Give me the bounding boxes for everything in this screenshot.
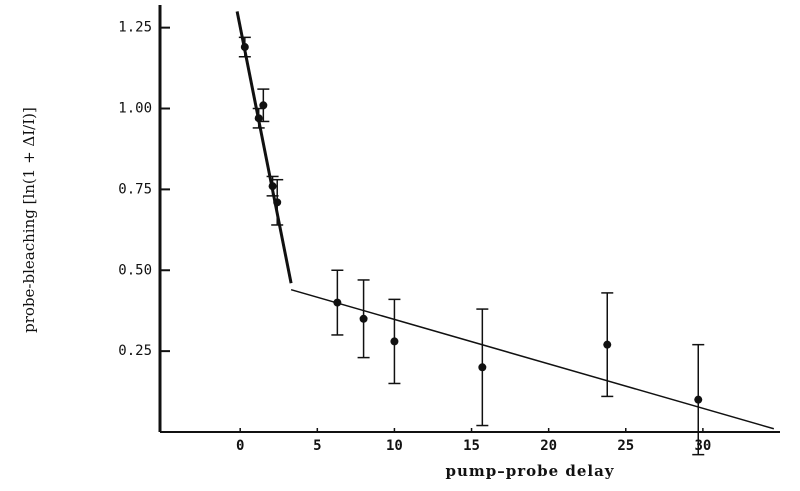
- data-point: [390, 337, 399, 346]
- data-point: [359, 314, 368, 323]
- y-tick-label: 0.50: [118, 262, 152, 278]
- data-point: [268, 182, 277, 191]
- y-axis-label: probe-bleaching [ln(1 + ΔI/I)]: [20, 107, 38, 333]
- x-tick-label: 30: [694, 438, 711, 454]
- x-tick-label: 10: [386, 438, 403, 454]
- data-point: [254, 114, 263, 123]
- data-point: [240, 43, 249, 52]
- x-tick-label: 5: [313, 438, 321, 454]
- x-tick-label: 20: [540, 438, 557, 454]
- data-point: [273, 198, 282, 207]
- y-tick-label: 0.75: [118, 181, 152, 197]
- data-point: [603, 340, 612, 349]
- data-point: [259, 101, 268, 110]
- fit-line: [290, 288, 775, 430]
- y-tick-label: 1.00: [118, 101, 152, 117]
- x-tick-label: 15: [463, 438, 480, 454]
- data-point: [478, 363, 487, 372]
- x-tick-label: 25: [617, 438, 634, 454]
- y-tick-label: 0.25: [118, 343, 152, 359]
- data-point: [694, 395, 703, 404]
- y-tick-label: 1.25: [118, 20, 152, 36]
- x-axis-label: pump–probe delay: [445, 462, 614, 480]
- x-tick-label: 0: [236, 438, 244, 454]
- data-point: [333, 298, 342, 307]
